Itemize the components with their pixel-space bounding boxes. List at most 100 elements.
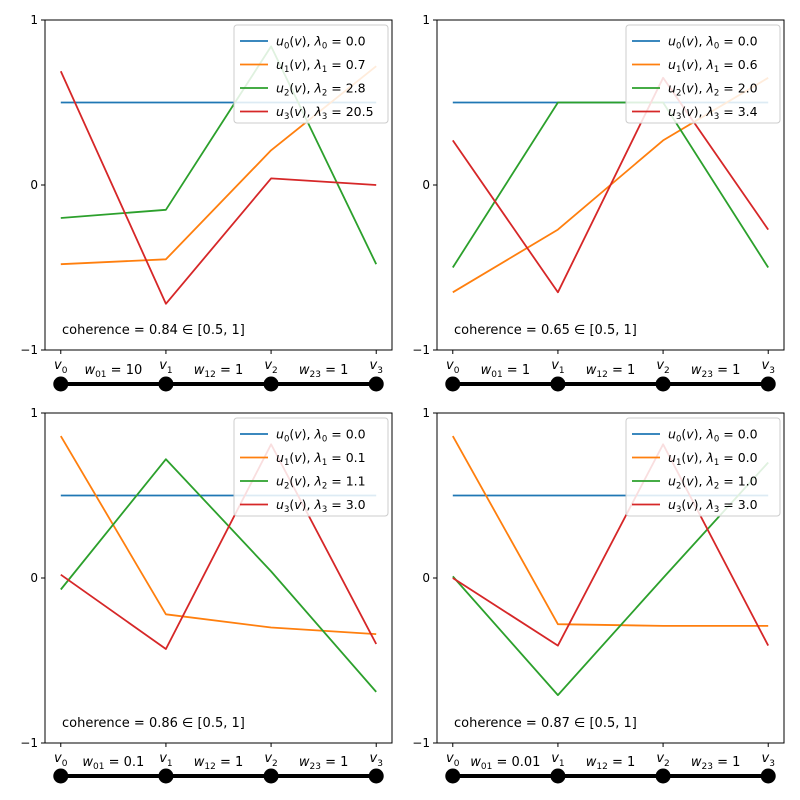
x-tick-label: v2	[264, 358, 277, 376]
edge-weight-label: w01 = 0.1	[82, 755, 144, 772]
x-tick-label-subscript: 1	[559, 366, 565, 376]
legend-box	[233, 417, 389, 517]
y-tick-label: −1	[412, 736, 430, 750]
edge-weight-label: w23 = 1	[691, 755, 741, 772]
legend-lambda: λ	[313, 450, 321, 465]
series-line-u3	[452, 443, 769, 647]
legend-v: v	[294, 497, 302, 512]
edge-weight-value: = 1	[713, 755, 740, 770]
legend-paren: (	[289, 474, 294, 489]
x-tick-label-letter: v	[656, 358, 664, 373]
x-tick-label-subscript: 0	[62, 759, 68, 769]
edge-weight-w: w	[84, 363, 95, 378]
legend-u: u	[668, 427, 676, 442]
edge-weight-subscript: 12	[596, 370, 607, 380]
legend-box	[625, 417, 781, 517]
legend-u-subscript: 0	[284, 42, 289, 52]
x-tick-label: v3	[370, 751, 383, 769]
legend-sep: ),	[302, 450, 315, 465]
edge-weight-subscript: 12	[596, 762, 607, 772]
legend-sep: ),	[694, 450, 707, 465]
x-tick-label: v1	[159, 751, 172, 769]
x-tick-label-subscript: 1	[559, 759, 565, 769]
legend-u: u	[276, 497, 284, 512]
edge-weight-label: w12 = 1	[586, 363, 636, 380]
graph-node	[760, 376, 776, 392]
y-tick-label: 1	[30, 13, 38, 27]
x-tick-label-letter: v	[159, 358, 167, 373]
legend-u: u	[668, 34, 676, 49]
legend-entry: u2(v), λ2 = 1.1	[276, 474, 366, 492]
legend-sep: ),	[302, 497, 315, 512]
legend-lambda-subscript: 1	[714, 65, 719, 75]
edge-weight-value: = 1	[321, 363, 348, 378]
x-tick-label-subscript: 2	[272, 759, 278, 769]
edge-weight-value: = 1	[503, 363, 530, 378]
legend-u-subscript: 2	[676, 482, 681, 492]
legend-v: v	[686, 104, 694, 119]
legend-lambda: λ	[705, 474, 713, 489]
x-tick-label: v0	[54, 358, 68, 376]
x-tick-label: v0	[446, 358, 460, 376]
edge-weight-subscript: 01	[93, 762, 104, 772]
legend-paren: (	[681, 81, 686, 96]
x-tick-label-letter: v	[446, 358, 454, 373]
legend-sep: ),	[694, 104, 707, 119]
legend-u-subscript: 3	[284, 112, 289, 122]
legend-lambda-subscript: 2	[322, 482, 327, 492]
x-tick-label: v1	[159, 358, 172, 376]
series-line-u3	[452, 76, 769, 294]
x-tick-label: v2	[656, 751, 669, 769]
graph-node	[368, 768, 384, 784]
series-line-u2	[60, 458, 377, 693]
legend-paren: (	[681, 104, 686, 119]
x-tick-label-letter: v	[656, 751, 664, 766]
legend-paren: (	[289, 450, 294, 465]
legend-lambda: λ	[705, 81, 713, 96]
edge-weight-value: = 1	[321, 755, 348, 770]
legend-u-subscript: 2	[284, 482, 289, 492]
legend-u-subscript: 3	[676, 112, 681, 122]
legend-value: = 3.0	[327, 497, 365, 512]
legend-v: v	[294, 474, 302, 489]
graph-node	[53, 376, 69, 392]
y-tick-label: −1	[20, 343, 38, 357]
legend-u: u	[668, 497, 676, 512]
graph-node	[550, 768, 566, 784]
edge-weight-value: = 0.01	[492, 755, 540, 770]
x-tick-label-letter: v	[446, 751, 454, 766]
coherence-text: coherence = 0.84 ∈ [0.5, 1]	[62, 323, 245, 338]
legend-box	[233, 24, 389, 124]
legend-value: = 0.0	[327, 34, 365, 49]
x-tick-label-subscript: 0	[454, 366, 460, 376]
legend-value: = 0.0	[719, 427, 757, 442]
legend-u-subscript: 1	[284, 458, 289, 468]
y-tick-label: 1	[30, 406, 38, 420]
legend-value: = 2.8	[327, 81, 365, 96]
edge-weight-value: = 1	[608, 363, 635, 378]
edge-weight-w: w	[586, 363, 597, 378]
x-tick-label: v2	[656, 358, 669, 376]
x-tick-label-subscript: 0	[454, 759, 460, 769]
legend-paren: (	[289, 497, 294, 512]
y-tick-label: 0	[30, 571, 38, 585]
edge-weight-subscript: 12	[204, 370, 215, 380]
legend-value: = 20.5	[327, 104, 373, 119]
legend-entry: u1(v), λ1 = 0.0	[668, 450, 758, 468]
series-line-u3	[59, 70, 377, 305]
x-tick-label-subscript: 3	[769, 759, 775, 769]
edge-weight-w: w	[299, 363, 310, 378]
legend-lambda-subscript: 2	[322, 89, 327, 99]
graph-node	[158, 376, 174, 392]
legend-v: v	[686, 57, 694, 72]
graph-node	[655, 376, 671, 392]
legend-lambda-subscript: 3	[322, 112, 327, 122]
legend-entry: u3(v), λ3 = 3.4	[668, 104, 758, 122]
x-tick-label-letter: v	[370, 358, 378, 373]
legend-value: = 0.7	[327, 57, 365, 72]
edge-weight-w: w	[299, 755, 310, 770]
coherence-label: coherence = 0.84 ∈ [0.5, 1]	[62, 323, 245, 338]
legend-u: u	[276, 427, 284, 442]
